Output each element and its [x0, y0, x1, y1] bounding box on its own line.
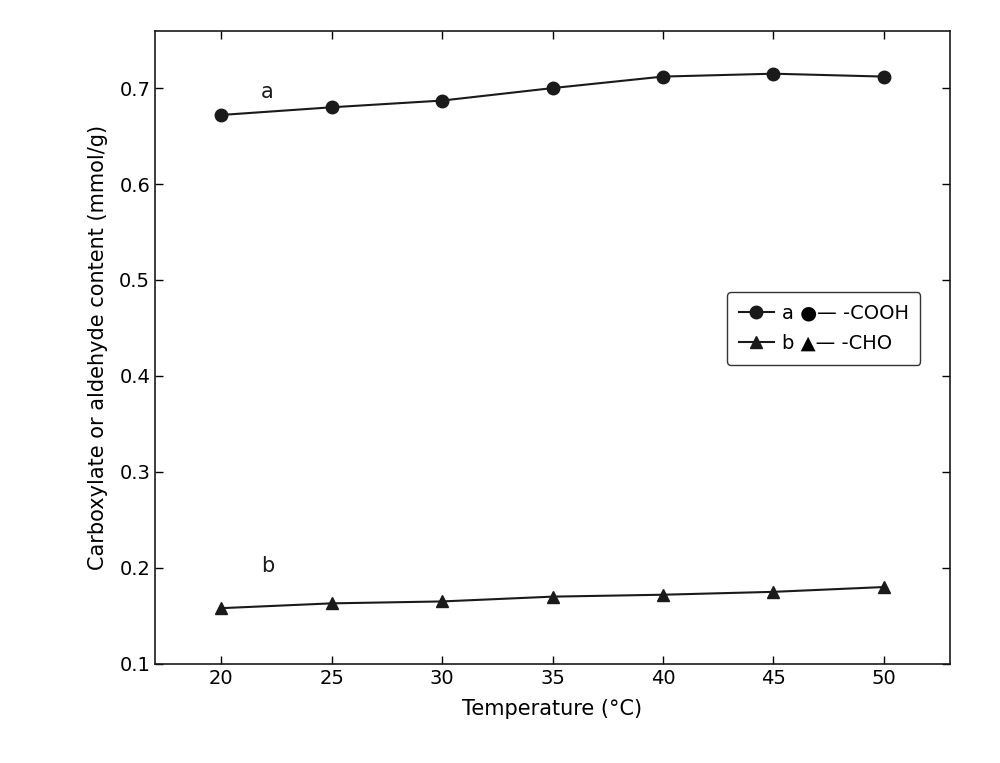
Text: a: a [261, 82, 274, 101]
X-axis label: Temperature (°C): Temperature (°C) [462, 699, 643, 719]
Y-axis label: Carboxylate or aldehyde content (mmol/g): Carboxylate or aldehyde content (mmol/g) [88, 124, 108, 570]
Legend: a ●— -COOH, b ▲— -CHO: a ●— -COOH, b ▲— -CHO [727, 291, 920, 365]
Text: b: b [261, 555, 274, 575]
